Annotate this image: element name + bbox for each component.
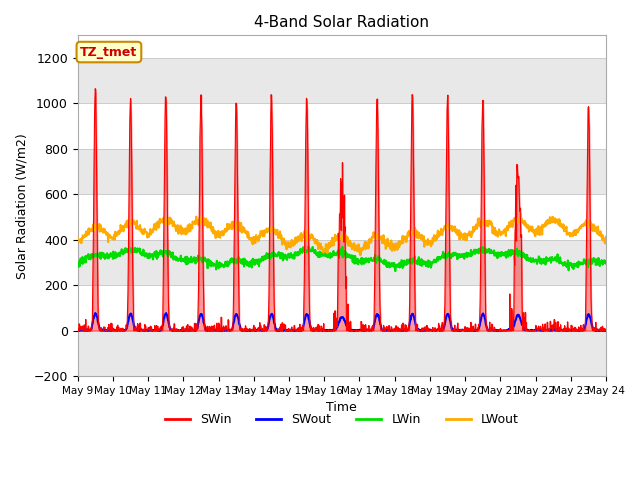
LWout xyxy=(250,240,258,246)
SWout xyxy=(424,327,432,333)
SWin xyxy=(179,328,186,334)
Line: SWin: SWin xyxy=(77,89,606,331)
LWout xyxy=(179,225,186,230)
LWout xyxy=(356,252,364,258)
LWin xyxy=(191,256,199,262)
SWout xyxy=(493,328,501,334)
Bar xyxy=(77,331,606,376)
Line: LWout: LWout xyxy=(77,214,606,255)
LWout xyxy=(191,221,199,227)
LWout xyxy=(517,211,525,216)
SWin xyxy=(74,328,81,334)
SWin xyxy=(602,328,610,334)
SWin xyxy=(493,327,501,333)
Line: SWout: SWout xyxy=(77,313,606,331)
SWin xyxy=(540,327,547,333)
LWin xyxy=(424,264,432,270)
Text: TZ_tmet: TZ_tmet xyxy=(80,46,138,59)
SWout xyxy=(75,328,83,334)
SWout xyxy=(192,327,200,333)
SWout xyxy=(540,327,548,333)
LWin xyxy=(493,255,501,261)
Bar xyxy=(77,240,606,285)
LWin xyxy=(392,268,399,274)
LWout xyxy=(602,234,610,240)
LWin xyxy=(602,261,610,266)
SWin xyxy=(192,325,200,331)
Title: 4-Band Solar Radiation: 4-Band Solar Radiation xyxy=(254,15,429,30)
SWout xyxy=(163,310,170,316)
SWout xyxy=(251,327,259,333)
SWin xyxy=(251,328,259,334)
Line: LWin: LWin xyxy=(77,247,606,271)
SWin xyxy=(92,86,99,92)
SWout xyxy=(179,327,187,333)
Y-axis label: Solar Radiation (W/m2): Solar Radiation (W/m2) xyxy=(15,133,28,278)
Legend: SWin, SWout, LWin, LWout: SWin, SWout, LWin, LWout xyxy=(160,408,524,431)
LWin xyxy=(305,244,312,250)
LWout xyxy=(493,229,501,235)
SWout xyxy=(602,328,610,334)
LWout xyxy=(540,223,548,228)
LWin xyxy=(540,256,548,262)
X-axis label: Time: Time xyxy=(326,401,357,414)
Bar xyxy=(77,58,606,104)
Bar xyxy=(77,149,606,194)
LWout xyxy=(74,236,81,242)
LWout xyxy=(424,236,432,242)
SWout xyxy=(74,327,81,333)
LWin xyxy=(179,258,186,264)
SWin xyxy=(424,328,432,334)
LWin xyxy=(74,261,81,266)
LWin xyxy=(250,259,258,265)
